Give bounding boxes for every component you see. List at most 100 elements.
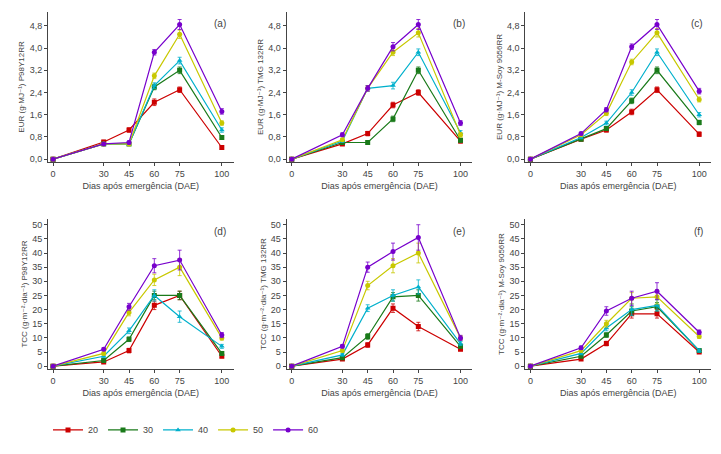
svg-text:EUR (g·MJ⁻¹) M-Soy 9056RR: EUR (g·MJ⁻¹) M-Soy 9056RR: [495, 34, 504, 140]
svg-text:10: 10: [510, 333, 520, 343]
svg-text:100: 100: [692, 169, 707, 179]
svg-text:0,0: 0,0: [507, 154, 520, 164]
svg-text:3,2: 3,2: [30, 65, 43, 75]
svg-text:Dias após emergência (DAE): Dias após emergência (DAE): [560, 388, 677, 398]
svg-text:40: 40: [271, 248, 281, 258]
svg-text:45: 45: [363, 376, 373, 386]
svg-text:30: 30: [271, 276, 281, 286]
svg-text:0: 0: [528, 169, 533, 179]
svg-text:1,6: 1,6: [268, 110, 281, 120]
svg-text:20: 20: [88, 425, 98, 435]
svg-text:30: 30: [99, 169, 109, 179]
svg-text:75: 75: [175, 376, 185, 386]
svg-text:2,4: 2,4: [268, 88, 281, 98]
svg-text:60: 60: [149, 376, 159, 386]
svg-text:15: 15: [271, 319, 281, 329]
svg-text:2,4: 2,4: [507, 88, 520, 98]
svg-text:20: 20: [510, 305, 520, 315]
svg-text:0,8: 0,8: [30, 132, 43, 142]
svg-text:(e): (e): [453, 226, 465, 237]
svg-text:50: 50: [32, 220, 42, 230]
svg-text:45: 45: [124, 169, 134, 179]
svg-text:(d): (d): [214, 226, 226, 237]
svg-text:TCC (g·m⁻²·dia⁻¹) TMG 132RR: TCC (g·m⁻²·dia⁻¹) TMG 132RR: [259, 238, 268, 350]
svg-text:Dias após emergência (DAE): Dias após emergência (DAE): [321, 181, 438, 191]
svg-text:0,8: 0,8: [507, 132, 520, 142]
svg-text:4,0: 4,0: [30, 43, 43, 53]
svg-text:35: 35: [510, 262, 520, 272]
svg-text:35: 35: [271, 262, 281, 272]
svg-text:30: 30: [576, 376, 586, 386]
svg-text:45: 45: [601, 376, 611, 386]
svg-text:15: 15: [32, 319, 42, 329]
svg-text:40: 40: [32, 248, 42, 258]
svg-text:(f): (f): [694, 226, 703, 237]
svg-text:0,0: 0,0: [268, 154, 281, 164]
svg-text:45: 45: [124, 376, 134, 386]
svg-text:5: 5: [37, 347, 42, 357]
svg-text:25: 25: [510, 291, 520, 301]
svg-text:1,6: 1,6: [507, 110, 520, 120]
svg-text:75: 75: [652, 376, 662, 386]
svg-text:75: 75: [413, 376, 423, 386]
svg-text:75: 75: [175, 169, 185, 179]
svg-text:EUR (g·MJ⁻¹) TMG 132RR: EUR (g·MJ⁻¹) TMG 132RR: [256, 39, 265, 135]
svg-text:3,2: 3,2: [507, 65, 520, 75]
svg-text:5: 5: [515, 347, 520, 357]
svg-text:TCC (g·m⁻²·dia⁻¹) P98Y12RR: TCC (g·m⁻²·dia⁻¹) P98Y12RR: [20, 240, 29, 347]
svg-text:30: 30: [576, 169, 586, 179]
svg-text:2,4: 2,4: [30, 88, 43, 98]
svg-text:100: 100: [214, 376, 229, 386]
svg-text:50: 50: [271, 220, 281, 230]
svg-text:60: 60: [308, 425, 318, 435]
svg-text:60: 60: [388, 376, 398, 386]
svg-text:20: 20: [271, 305, 281, 315]
svg-text:60: 60: [627, 169, 637, 179]
svg-text:20: 20: [32, 305, 42, 315]
svg-text:4,8: 4,8: [268, 21, 281, 31]
svg-text:0: 0: [51, 376, 56, 386]
svg-text:60: 60: [388, 169, 398, 179]
svg-text:40: 40: [198, 425, 208, 435]
svg-text:75: 75: [413, 169, 423, 179]
svg-text:30: 30: [32, 276, 42, 286]
svg-text:45: 45: [510, 234, 520, 244]
svg-text:(a): (a): [214, 18, 226, 29]
svg-text:75: 75: [652, 169, 662, 179]
svg-text:30: 30: [99, 376, 109, 386]
svg-text:4,0: 4,0: [507, 43, 520, 53]
svg-text:15: 15: [510, 319, 520, 329]
svg-text:40: 40: [510, 248, 520, 258]
svg-text:(b): (b): [453, 18, 465, 29]
svg-text:50: 50: [253, 425, 263, 435]
svg-text:100: 100: [453, 169, 468, 179]
svg-text:Dias após emergência (DAE): Dias após emergência (DAE): [83, 181, 200, 191]
svg-text:45: 45: [32, 234, 42, 244]
svg-text:25: 25: [271, 291, 281, 301]
svg-text:0: 0: [515, 361, 520, 371]
svg-text:30: 30: [143, 425, 153, 435]
svg-text:0,0: 0,0: [30, 154, 43, 164]
svg-text:100: 100: [453, 376, 468, 386]
svg-text:30: 30: [337, 376, 347, 386]
svg-text:TCC (g·m⁻²·dia⁻¹) M-Soy 9056RR: TCC (g·m⁻²·dia⁻¹) M-Soy 9056RR: [497, 233, 506, 355]
svg-text:5: 5: [276, 347, 281, 357]
svg-text:0: 0: [289, 376, 294, 386]
svg-text:60: 60: [149, 169, 159, 179]
svg-text:0: 0: [51, 169, 56, 179]
svg-text:10: 10: [32, 333, 42, 343]
svg-text:45: 45: [601, 169, 611, 179]
svg-text:Dias após emergência (DAE): Dias após emergência (DAE): [83, 388, 200, 398]
svg-text:(c): (c): [691, 18, 703, 29]
svg-text:Dias após emergência (DAE): Dias após emergência (DAE): [321, 388, 438, 398]
svg-text:4,8: 4,8: [30, 21, 43, 31]
svg-text:100: 100: [214, 169, 229, 179]
svg-text:30: 30: [510, 276, 520, 286]
svg-text:0: 0: [276, 361, 281, 371]
svg-text:4,8: 4,8: [507, 21, 520, 31]
svg-text:10: 10: [271, 333, 281, 343]
svg-text:35: 35: [32, 262, 42, 272]
svg-text:100: 100: [692, 376, 707, 386]
svg-text:60: 60: [627, 376, 637, 386]
svg-text:3,2: 3,2: [268, 65, 281, 75]
